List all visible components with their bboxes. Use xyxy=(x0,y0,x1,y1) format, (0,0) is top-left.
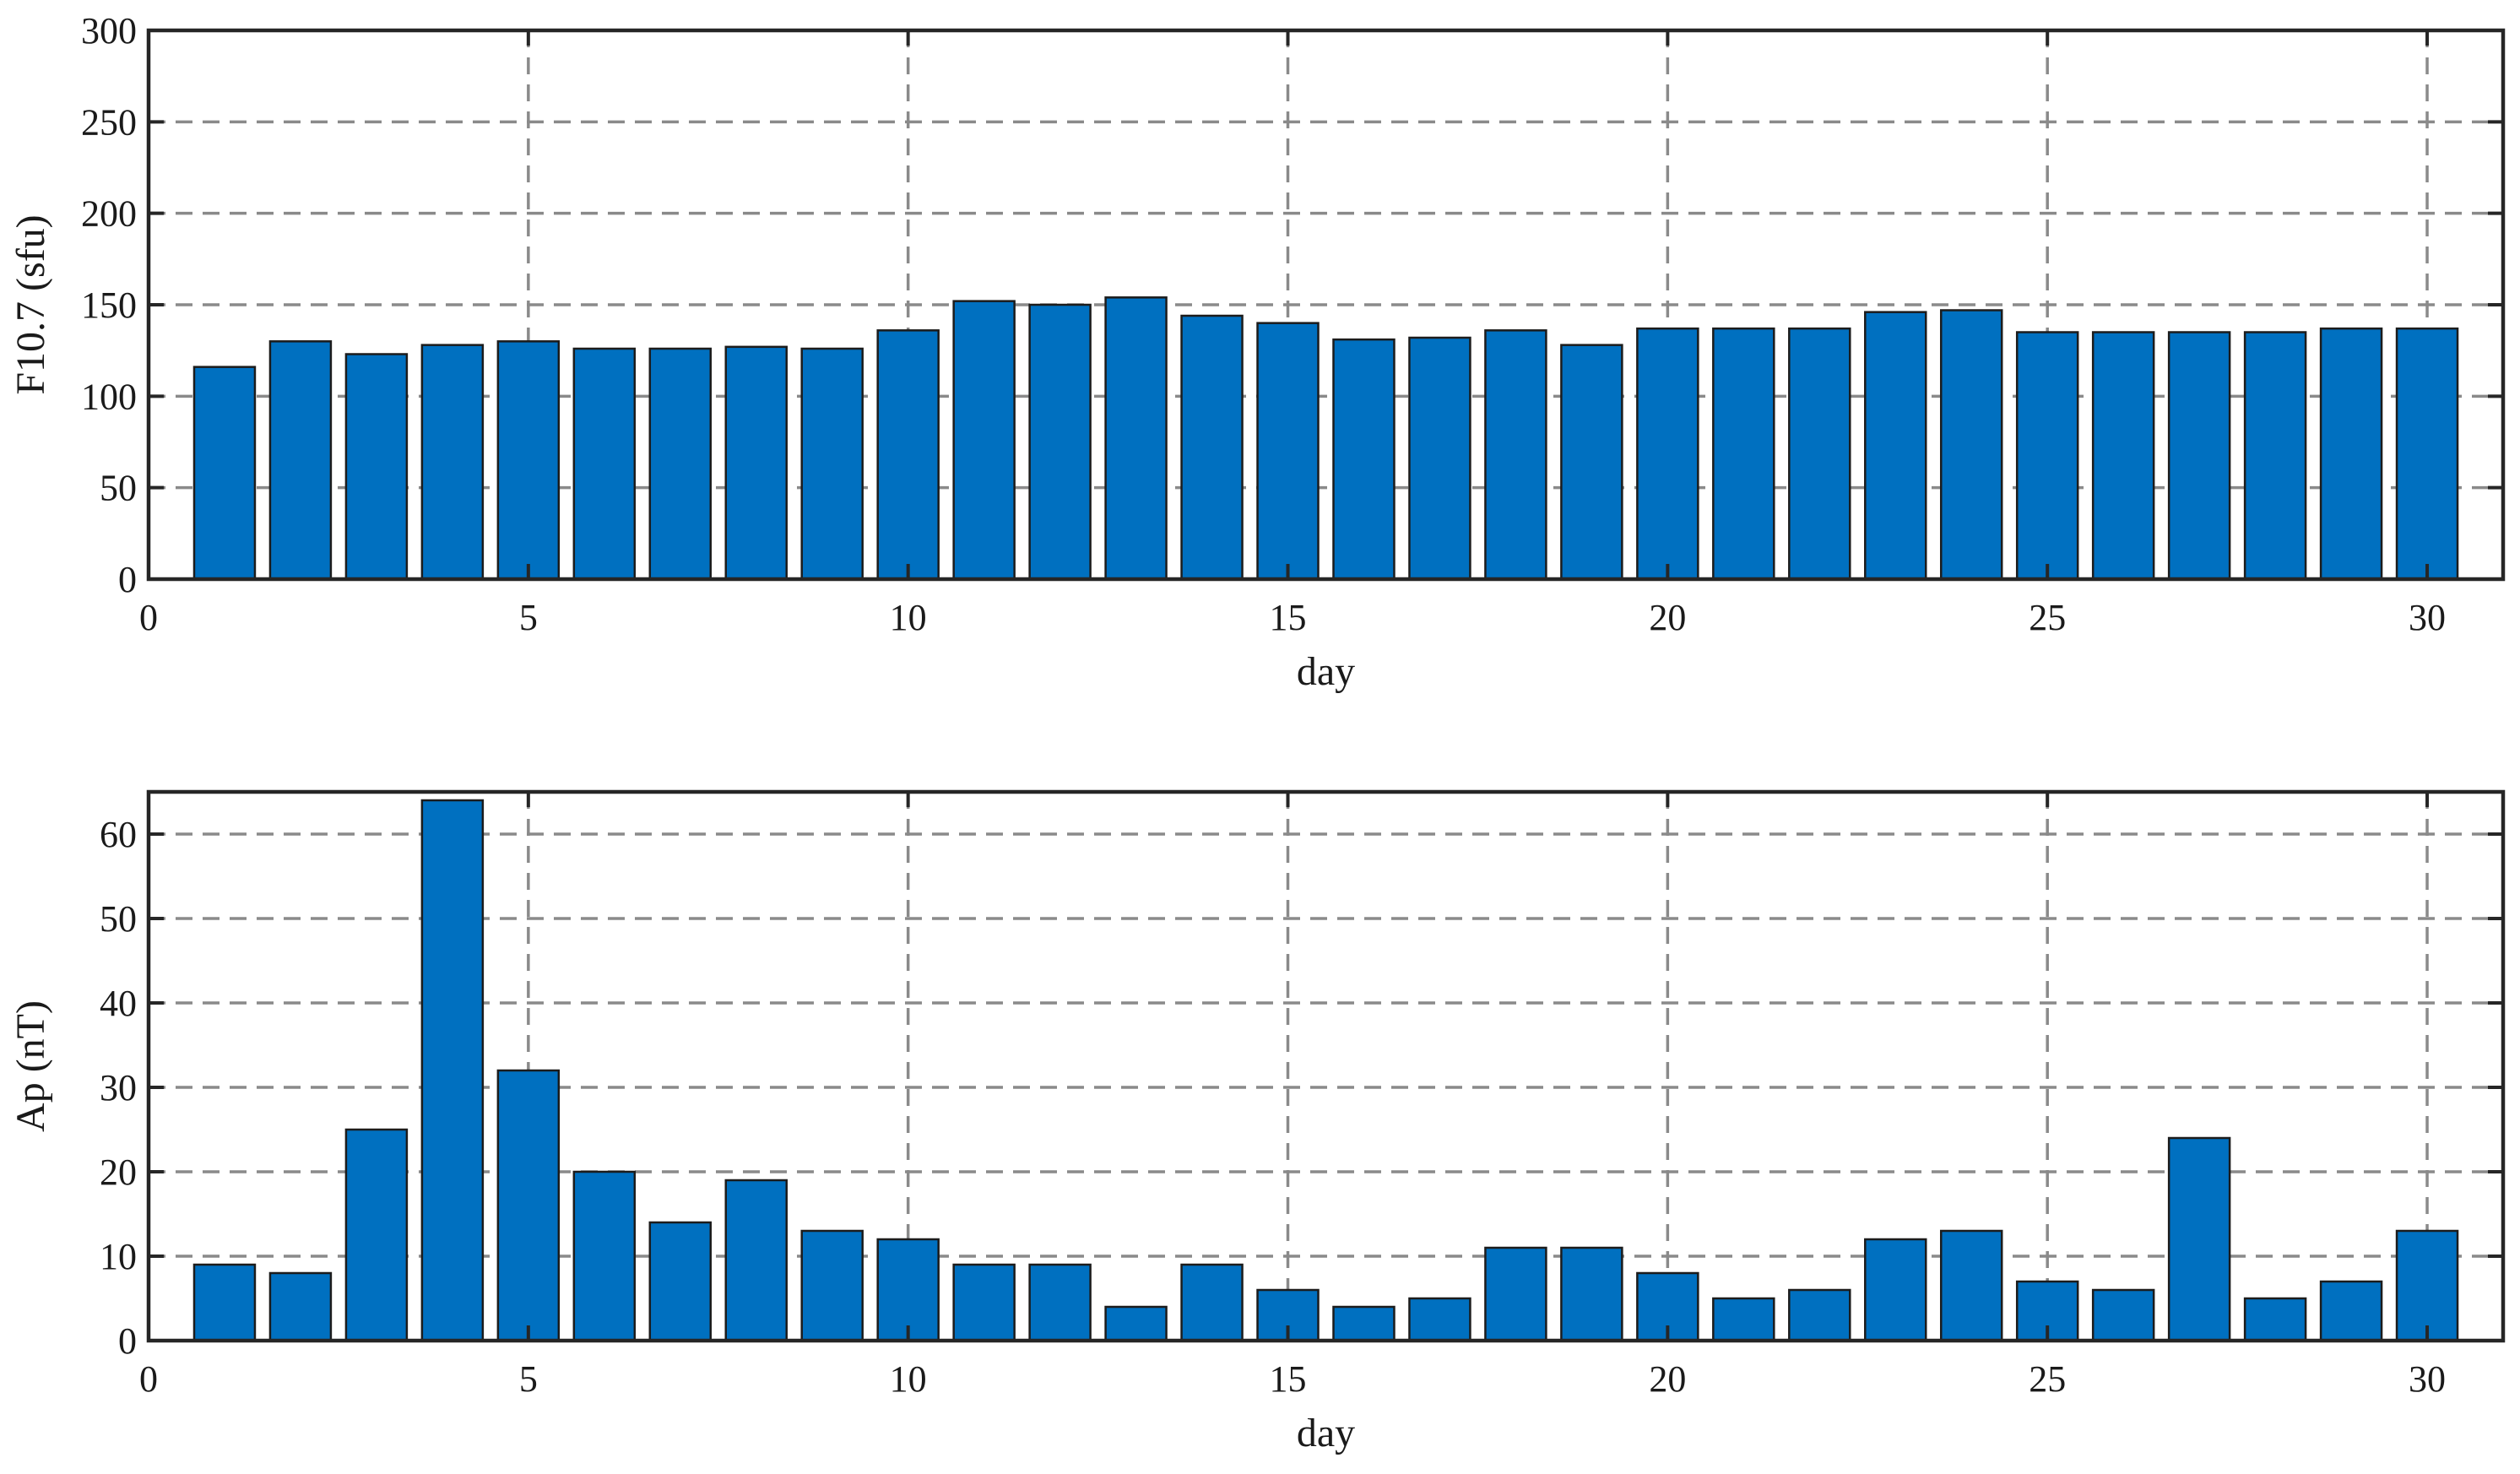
f107-bar-day-13 xyxy=(1104,296,1168,581)
f107-bar-day-28 xyxy=(2243,331,2307,581)
ap-bar-day-7 xyxy=(648,1221,713,1342)
ap-bar-day-28 xyxy=(2243,1297,2307,1342)
f107-bar-day-6 xyxy=(572,347,637,581)
f107-x-axis-label: day xyxy=(1297,649,1355,694)
ap-bar-day-6 xyxy=(572,1170,637,1342)
f107-xtick-label-10: 10 xyxy=(890,597,927,638)
ap-xtick-label-20: 20 xyxy=(1649,1358,1686,1400)
f107-bar-day-27 xyxy=(2167,331,2231,581)
ap-axes-frame xyxy=(146,789,2506,1343)
f107-xtick-label-20: 20 xyxy=(1649,597,1686,638)
ap-xtick-label-15: 15 xyxy=(1270,1358,1307,1400)
f107-bar-day-22 xyxy=(1788,327,1851,581)
f107-xtick-label-0: 0 xyxy=(139,597,158,638)
f107-xtick-label-30: 30 xyxy=(2409,597,2446,638)
ap-chart-panel: 0 5 10 15 20 25 30 0 10 20 30 40 50 60 day Ap (nT) xyxy=(8,789,2506,1455)
f107-bar-day-15 xyxy=(1256,322,1320,581)
ap-bar-day-4 xyxy=(420,799,485,1342)
ap-ytick-label-30: 30 xyxy=(100,1067,137,1108)
f107-bar-day-3 xyxy=(344,353,409,581)
ap-bar-day-9 xyxy=(800,1229,864,1342)
ap-xtick-label-30: 30 xyxy=(2409,1358,2446,1400)
f107-y-axis-label: F10.7 (sfu) xyxy=(8,214,53,394)
f107-bar-day-1 xyxy=(192,366,257,581)
ap-bar-day-19 xyxy=(1560,1246,1623,1342)
f107-bar-day-12 xyxy=(1028,303,1092,581)
f107-ytick-label-100: 100 xyxy=(81,376,137,417)
f107-bar-day-8 xyxy=(724,345,788,581)
ap-xtick-label-10: 10 xyxy=(890,1358,927,1400)
f107-ytick-label-150: 150 xyxy=(81,285,137,326)
ap-ytick-label-40: 40 xyxy=(100,983,137,1024)
ap-bar-day-10 xyxy=(876,1238,940,1342)
ap-bar-day-22 xyxy=(1788,1288,1851,1342)
f107-bar-day-7 xyxy=(648,347,713,581)
ap-xtick-label-5: 5 xyxy=(519,1358,538,1400)
f107-bar-day-4 xyxy=(420,344,485,581)
ap-bar-day-24 xyxy=(1939,1229,2003,1342)
ap-bar-day-11 xyxy=(952,1263,1016,1342)
f107-ytick-label-50: 50 xyxy=(100,468,137,509)
f107-bar-day-11 xyxy=(952,300,1016,581)
ap-bar-day-14 xyxy=(1180,1263,1244,1342)
ap-bar-day-3 xyxy=(344,1128,409,1342)
ap-bar-day-8 xyxy=(724,1179,788,1342)
f107-ytick-label-0: 0 xyxy=(118,559,137,600)
ap-bar-day-5 xyxy=(496,1069,561,1342)
ap-ytick-label-60: 60 xyxy=(100,814,137,855)
f107-bar-day-25 xyxy=(2015,331,2079,581)
ap-bar-day-23 xyxy=(1864,1238,1927,1342)
ap-bar-day-13 xyxy=(1104,1305,1168,1342)
f107-ytick-label-250: 250 xyxy=(81,101,137,143)
f107-bar-day-29 xyxy=(2319,327,2383,581)
f107-bar-day-20 xyxy=(1636,327,1699,581)
ap-bar-day-27 xyxy=(2167,1136,2231,1342)
f107-bar-day-19 xyxy=(1560,344,1623,581)
ap-y-axis-label: Ap (nT) xyxy=(8,1000,53,1132)
ap-bar-day-16 xyxy=(1332,1305,1395,1342)
ap-bar-day-2 xyxy=(268,1271,333,1342)
f107-xtick-label-5: 5 xyxy=(519,597,538,638)
f107-bar-day-10 xyxy=(876,329,940,581)
ap-bar-day-29 xyxy=(2319,1280,2383,1342)
f107-xtick-label-25: 25 xyxy=(2029,597,2066,638)
ap-bar-day-17 xyxy=(1408,1297,1471,1342)
f107-bar-day-30 xyxy=(2395,327,2459,581)
f107-bar-day-18 xyxy=(1484,329,1547,581)
f107-bar-day-23 xyxy=(1864,311,1927,581)
ap-bar-day-1 xyxy=(192,1263,257,1342)
f107-bar-day-24 xyxy=(1939,309,2003,581)
ap-ytick-label-20: 20 xyxy=(100,1152,137,1193)
ap-x-axis-label: day xyxy=(1297,1411,1355,1455)
ap-ytick-label-10: 10 xyxy=(100,1236,137,1277)
f107-bar-day-5 xyxy=(496,340,561,581)
f107-bar-day-26 xyxy=(2091,331,2155,581)
ap-ytick-label-50: 50 xyxy=(100,898,137,940)
ap-bar-day-21 xyxy=(1712,1297,1775,1342)
f107-bar-day-16 xyxy=(1332,338,1395,581)
ap-xtick-label-25: 25 xyxy=(2029,1358,2066,1400)
f107-bar-day-17 xyxy=(1408,336,1471,581)
f107-ytick-label-200: 200 xyxy=(81,193,137,235)
f107-bar-day-2 xyxy=(268,340,333,581)
ap-bar-day-12 xyxy=(1028,1263,1092,1342)
ap-bar-day-26 xyxy=(2091,1288,2155,1342)
ap-xtick-label-0: 0 xyxy=(139,1358,158,1400)
ap-bar-day-30 xyxy=(2395,1229,2459,1342)
ap-ytick-label-0: 0 xyxy=(118,1320,137,1362)
f107-ytick-label-300: 300 xyxy=(81,10,137,51)
ap-bar-day-18 xyxy=(1484,1246,1547,1342)
f107-bar-day-14 xyxy=(1180,314,1244,581)
f107-bar-day-21 xyxy=(1712,327,1775,581)
f107-xtick-label-15: 15 xyxy=(1270,597,1307,638)
f107-bar-day-9 xyxy=(800,347,864,581)
